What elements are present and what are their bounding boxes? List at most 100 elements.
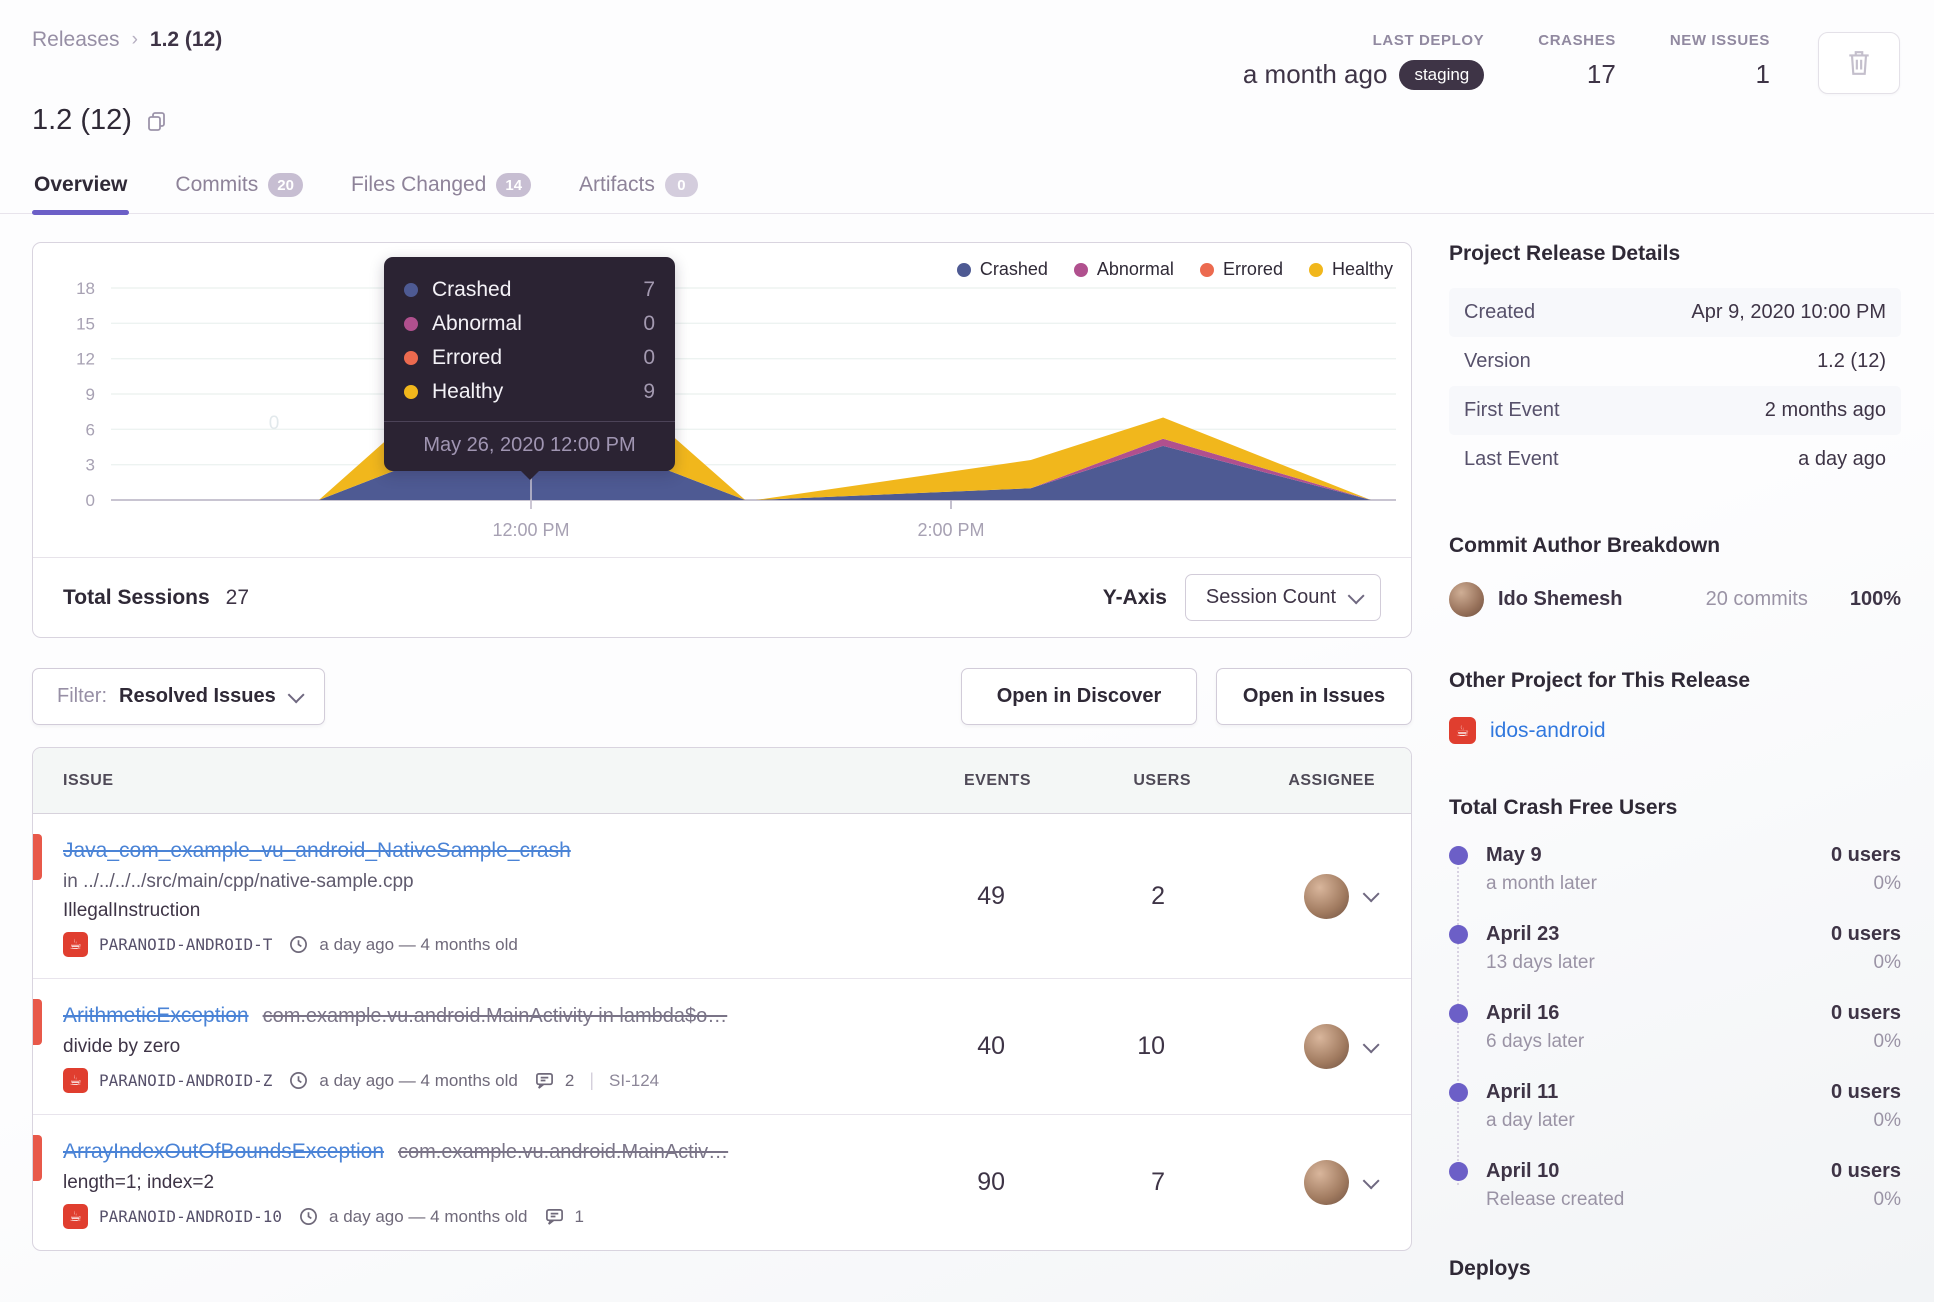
open-in-issues-button[interactable]: Open in Issues bbox=[1216, 668, 1412, 725]
release-details-table: Created Apr 9, 2020 10:00 PM Version 1.2 (… bbox=[1449, 288, 1901, 484]
detail-value: 2 months ago bbox=[1764, 399, 1886, 421]
detail-label: Last Event bbox=[1464, 448, 1559, 470]
issue-culprit: in ../../../../src/main/cpp/native-sampl… bbox=[63, 871, 414, 892]
tab-files-changed[interactable]: Files Changed 14 bbox=[349, 163, 533, 213]
breadcrumb-releases-link[interactable]: Releases bbox=[32, 28, 120, 51]
tooltip-row: Errored 0 bbox=[404, 341, 655, 375]
breadcrumb: Releases › 1.2 (12) bbox=[32, 28, 222, 52]
column-assignee: ASSIGNEE bbox=[1288, 771, 1375, 789]
legend-label: Crashed bbox=[979, 259, 1048, 279]
issue-users-count: 10 bbox=[1137, 1032, 1165, 1060]
tab-count-badge: 14 bbox=[496, 173, 532, 197]
project-icon: ☕ bbox=[1449, 717, 1476, 744]
svg-text:0: 0 bbox=[86, 491, 95, 510]
issue-summary: ArrayIndexOutOfBoundsException com.exampl… bbox=[33, 1136, 871, 1229]
yaxis-selected-value: Session Count bbox=[1205, 586, 1336, 608]
timeline-relative: a day later bbox=[1486, 1110, 1575, 1131]
section-heading: Project Release Details bbox=[1449, 242, 1681, 265]
project-slug[interactable]: PARANOID-ANDROID-10 bbox=[99, 1207, 283, 1226]
legend-item-healthy[interactable]: Healthy bbox=[1308, 259, 1393, 280]
issue-age: a day ago — 4 months old bbox=[329, 1206, 528, 1226]
timeline-relative: 6 days later bbox=[1486, 1031, 1585, 1052]
assignee-dropdown-chevron[interactable] bbox=[1362, 1035, 1380, 1053]
crashed-dot bbox=[956, 262, 971, 277]
tooltip-row: Healthy 9 bbox=[404, 375, 655, 409]
svg-text:12: 12 bbox=[76, 350, 95, 369]
abnormal-dot bbox=[1073, 262, 1088, 277]
issue-short-id: SI-124 bbox=[609, 1070, 660, 1090]
sessions-chart-card: Crashed Abnormal Errored Healthy 0 3 6 9 12 1… bbox=[32, 242, 1412, 638]
column-users: USERS bbox=[1133, 771, 1191, 789]
legend-item-errored[interactable]: Errored bbox=[1199, 259, 1283, 280]
error-level-bar bbox=[33, 1135, 42, 1181]
assignee-dropdown-chevron[interactable] bbox=[1362, 885, 1380, 903]
comments-count: 2 bbox=[564, 1070, 575, 1090]
tab-label: Commits bbox=[175, 173, 259, 196]
tab-artifacts[interactable]: Artifacts 0 bbox=[577, 163, 700, 213]
detail-value: 1.2 (12) bbox=[1817, 350, 1886, 372]
issue-title-link[interactable]: ArrayIndexOutOfBoundsException bbox=[63, 1140, 385, 1163]
content: Crashed Abnormal Errored Healthy 0 3 6 9 12 1… bbox=[0, 242, 1934, 1281]
issue-age: a day ago — 4 months old bbox=[319, 934, 518, 954]
tab-label: Artifacts bbox=[579, 173, 655, 196]
issues-filter-dropdown[interactable]: Filter: Resolved Issues bbox=[32, 668, 325, 725]
section-heading: Other Project for This Release bbox=[1449, 669, 1751, 692]
legend-item-crashed[interactable]: Crashed bbox=[956, 259, 1048, 280]
timeline-percent: 0% bbox=[1873, 1031, 1901, 1052]
chevron-down-icon bbox=[287, 685, 305, 703]
assignee-avatar[interactable] bbox=[1304, 1160, 1349, 1205]
breadcrumb-current: 1.2 (12) bbox=[149, 28, 223, 51]
sessions-chart[interactable]: Crashed Abnormal Errored Healthy 0 3 6 9 12 1… bbox=[33, 243, 1411, 557]
tooltip-value: 9 bbox=[643, 380, 655, 403]
legend-label: Healthy bbox=[1331, 259, 1393, 279]
issues-actions: Open in Discover Open in Issues bbox=[961, 668, 1412, 725]
tooltip-label: Abnormal bbox=[432, 312, 522, 335]
issue-title-link[interactable]: Java_com_example_vu_android_NativeSample… bbox=[63, 839, 571, 862]
tooltip-label: Healthy bbox=[432, 380, 504, 403]
tooltip-value: 0 bbox=[643, 312, 655, 335]
column-events: EVENTS bbox=[963, 771, 1031, 789]
issue-assignee bbox=[1191, 1160, 1411, 1205]
total-sessions-value: 27 bbox=[225, 585, 250, 609]
other-project-link[interactable]: idos-android bbox=[1490, 718, 1606, 742]
issue-assignee bbox=[1191, 1024, 1411, 1069]
svg-text:0: 0 bbox=[269, 413, 280, 434]
open-in-discover-button[interactable]: Open in Discover bbox=[961, 668, 1197, 725]
timeline-dot bbox=[1449, 925, 1468, 944]
page-title: 1.2 (12) bbox=[32, 104, 132, 136]
total-sessions-label: Total Sessions bbox=[63, 585, 210, 609]
timeline-date: May 9 bbox=[1486, 844, 1542, 866]
issue-message: length=1; index=2 bbox=[63, 1172, 215, 1193]
meta-divider: | bbox=[589, 1070, 595, 1090]
stat-crashes: CRASHES 17 bbox=[1538, 32, 1616, 90]
timeline-date: April 16 bbox=[1486, 1002, 1560, 1024]
assignee-avatar[interactable] bbox=[1304, 873, 1349, 919]
tab-overview[interactable]: Overview bbox=[32, 163, 130, 215]
tab-count-badge: 20 bbox=[268, 173, 303, 197]
timeline-item: April 16 0 users 6 days later 0% bbox=[1449, 1002, 1901, 1053]
crash-free-timeline: May 9 0 users a month later 0% April 23 0 u… bbox=[1449, 844, 1901, 1211]
copy-icon[interactable] bbox=[146, 110, 168, 132]
delete-release-button[interactable] bbox=[1818, 32, 1900, 94]
timeline-percent: 0% bbox=[1873, 952, 1901, 973]
detail-row: Last Event a day ago bbox=[1449, 435, 1901, 484]
project-slug[interactable]: PARANOID-ANDROID-Z bbox=[99, 1071, 273, 1090]
issue-row: ArithmeticException com.example.vu.androi… bbox=[33, 979, 1411, 1115]
assignee-avatar[interactable] bbox=[1304, 1024, 1349, 1069]
crashes-value: 17 bbox=[1586, 59, 1616, 89]
yaxis-select[interactable]: Session Count bbox=[1184, 574, 1381, 621]
timeline-users: 0 users bbox=[1830, 1002, 1901, 1024]
last-deploy-value: a month ago bbox=[1242, 59, 1388, 89]
project-slug[interactable]: PARANOID-ANDROID-T bbox=[99, 935, 273, 954]
issues-table: ISSUE EVENTS USERS ASSIGNEE Java_com_exa… bbox=[32, 747, 1412, 1251]
tab-commits[interactable]: Commits 20 bbox=[173, 163, 305, 213]
issue-title-link[interactable]: ArithmeticException bbox=[63, 1004, 249, 1027]
author-name: Ido Shemesh bbox=[1498, 588, 1623, 610]
assignee-dropdown-chevron[interactable] bbox=[1362, 1171, 1380, 1189]
legend-item-abnormal[interactable]: Abnormal bbox=[1073, 259, 1174, 280]
tab-label: Files Changed bbox=[350, 173, 487, 196]
project-icon: ☕ bbox=[63, 1204, 88, 1229]
tooltip-row: Crashed 7 bbox=[404, 273, 655, 307]
breadcrumb-separator: › bbox=[131, 29, 138, 50]
chevron-down-icon bbox=[1347, 586, 1365, 604]
